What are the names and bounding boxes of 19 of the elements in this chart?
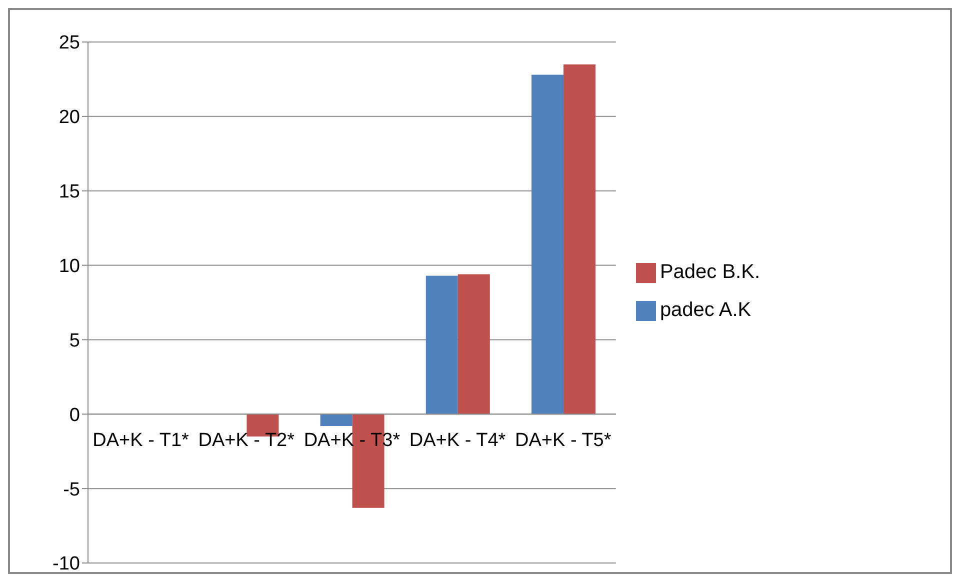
legend-label: Padec B.K.: [660, 261, 760, 283]
y-tick-label: 20: [58, 107, 80, 128]
y-tick-label: -10: [52, 554, 80, 575]
bar: [531, 74, 564, 414]
y-tick-label: 15: [58, 182, 80, 203]
y-tick-label: -5: [63, 479, 80, 500]
x-tick-label: DA+K - T1*: [92, 430, 190, 452]
bar: [320, 414, 352, 426]
legend-label: padec A.K: [660, 299, 752, 321]
x-tick-label: DA+K - T2*: [198, 430, 296, 452]
x-tick-label: DA+K - T5*: [515, 430, 612, 452]
bar: [458, 274, 490, 414]
x-tick-label: DA+K - T4*: [409, 430, 506, 452]
bar: [426, 276, 458, 414]
bar: [563, 64, 596, 414]
y-tick-label: 0: [69, 404, 80, 426]
y-tick-label: 10: [58, 256, 80, 278]
y-tick-label: 5: [69, 330, 80, 352]
y-tick-label: 25: [58, 32, 80, 54]
